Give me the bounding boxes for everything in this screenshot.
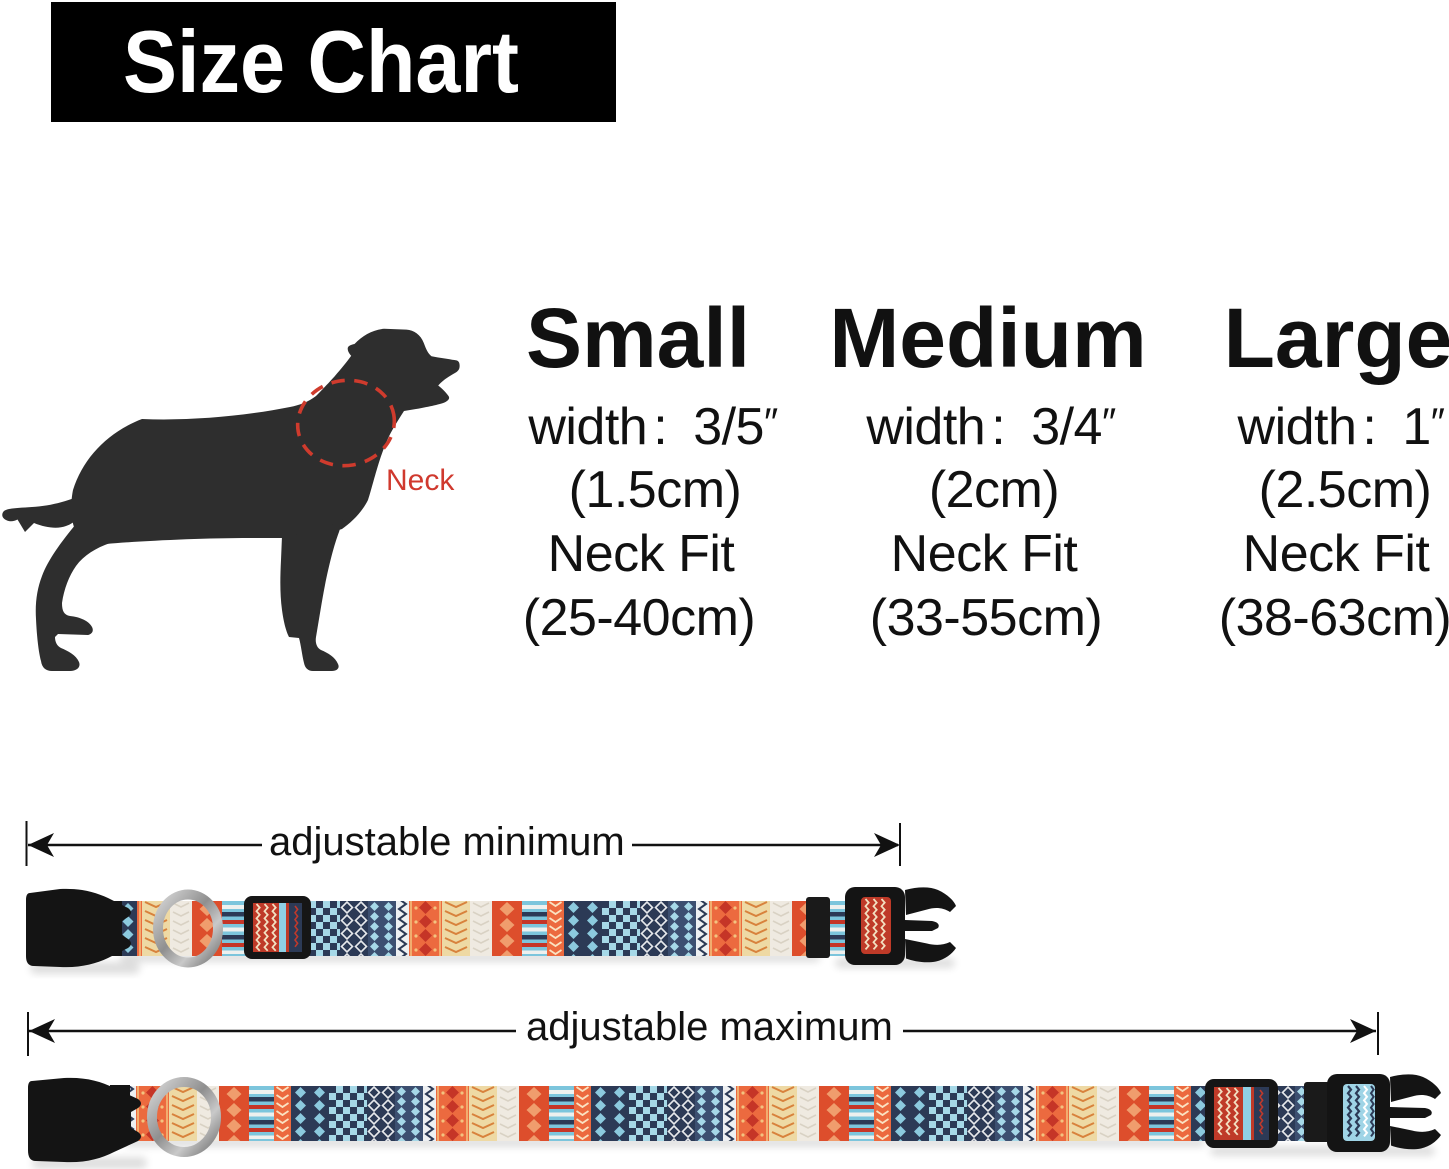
svg-text:Neck: Neck [386, 464, 455, 497]
